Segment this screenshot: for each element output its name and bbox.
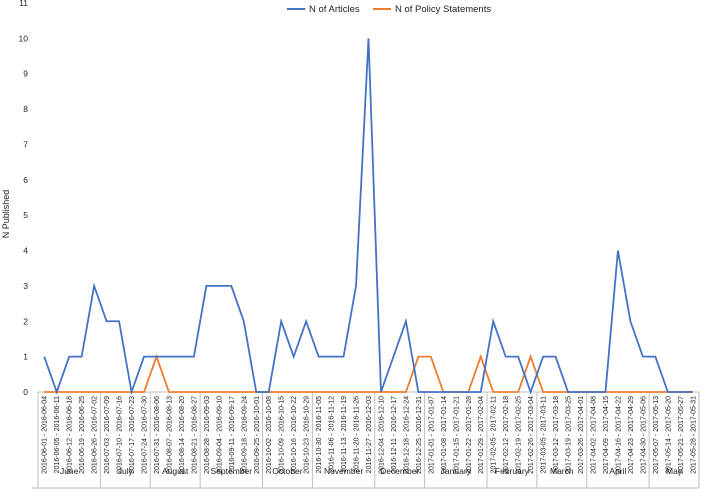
x-tick-label: 2016-10-02 - 2016-10-08 xyxy=(266,396,273,474)
month-label: August xyxy=(162,466,189,476)
x-tick-label: 2017-01-08 - 2017-01-14 xyxy=(441,396,448,474)
x-tick-label: 2016-12-25 - 2016-12-31 xyxy=(416,396,423,474)
x-tick-label: 2016-12-18 - 2016-12-24 xyxy=(403,396,410,474)
x-tick-label: 2016-11-27 - 2016-12-03 xyxy=(366,396,373,473)
y-tick-label: 7 xyxy=(23,139,28,149)
x-tick-label: 2016-09-18 - 2016-09-24 xyxy=(241,396,248,474)
x-tick-label: 2017-05-21 - 2017-05-27 xyxy=(678,396,685,474)
month-label: October xyxy=(272,466,302,476)
x-tick-label: 2016-07-24 - 2016-07-30 xyxy=(142,396,149,474)
x-tick-label: 2017-04-30 - 2017-05-06 xyxy=(640,396,647,474)
x-tick-label: 2016-11-06 - 2016-11-12 xyxy=(329,396,336,473)
x-tick-label: 2016-12-04 - 2016-12-10 xyxy=(378,396,385,474)
y-tick-label: 4 xyxy=(23,246,28,256)
month-label: May xyxy=(666,466,683,476)
x-tick-label: 2017-05-07 - 2017-05-13 xyxy=(653,396,660,474)
x-tick-label: 2017-04-09 - 2017-04-15 xyxy=(603,396,610,474)
y-tick-label: 8 xyxy=(23,104,28,114)
series-line-articles xyxy=(43,38,693,396)
y-tick-label: 0 xyxy=(23,387,28,397)
legend: N of Articles N of Policy Statements xyxy=(287,4,491,15)
y-tick-label: 5 xyxy=(23,210,28,220)
x-tick-label: 2017-02-26 - 2017-03-04 xyxy=(528,396,535,474)
month-label: July xyxy=(118,466,134,476)
x-tick-label: 2017-02-05 - 2017-02-11 xyxy=(491,396,498,473)
month-label: June xyxy=(60,466,79,476)
x-tick-label: 2017-02-19 - 2017-02-25 xyxy=(516,396,523,474)
x-tick-label: 2017-01-01 - 2017-01-07 xyxy=(428,396,435,474)
y-axis-label: N Published xyxy=(1,190,11,239)
x-tick-label: 2017-04-23 - 2017-04-29 xyxy=(628,396,635,474)
x-tick-label: 2016-09-11 - 2016-09-17 xyxy=(229,396,236,473)
x-tick-label: 2016-08-14 - 2016-08-20 xyxy=(179,396,186,474)
x-tick-label: 2017-05-28 - 2017-05-31 xyxy=(690,396,697,474)
x-tick-label: 2016-08-21 - 2016-08-27 xyxy=(191,396,198,474)
x-tick-label: 2016-06-12 - 2016-06-18 xyxy=(67,396,74,474)
x-tick-label: 2017-04-02 - 2017-04-08 xyxy=(590,396,597,474)
x-tick-label: 2016-10-16 - 2016-10-22 xyxy=(291,396,298,474)
y-tick-label: 9 xyxy=(23,69,28,79)
x-tick-label: 2017-02-12 - 2017-02-18 xyxy=(503,396,510,474)
x-tick-label: 2016-10-30 - 2016-11-05 xyxy=(316,396,323,473)
x-tick-label: 2016-12-11 - 2016-12-17 xyxy=(391,396,398,473)
x-tick-label: 2016-07-31 - 2016-08-06 xyxy=(154,396,161,474)
x-tick-label: 2016-09-25 - 2016-10-01 xyxy=(254,396,261,474)
x-tick-label: 2016-06-05 - 2016-06-11 xyxy=(54,396,61,473)
x-tick-label: 2016-06-26 - 2016-07-02 xyxy=(92,396,99,474)
x-tick-label: 2016-06-01 - 2016-06-04 xyxy=(42,396,49,474)
x-tick-label: 2016-11-13 - 2016-11-19 xyxy=(341,396,348,473)
x-tick-label: 2017-04-16 - 2017-04-22 xyxy=(615,396,622,474)
series-lines xyxy=(43,38,693,396)
x-tick-label: 2017-01-22 - 2017-01-28 xyxy=(466,396,473,474)
y-tick-label: 2 xyxy=(23,316,28,326)
month-label: September xyxy=(211,466,253,476)
x-tick-label: 2016-09-04 - 2016-09-10 xyxy=(216,396,223,474)
x-tick-label: 2016-10-23 - 2016-10-29 xyxy=(304,396,311,474)
y-tick-label: 3 xyxy=(23,281,28,291)
x-tick-label: 2017-05-14 - 2017-05-20 xyxy=(665,396,672,474)
month-label: April xyxy=(609,466,626,476)
month-label: December xyxy=(380,466,419,476)
y-tick-label: 10 xyxy=(19,33,29,43)
x-tick-label: 2017-03-26 - 2017-04-01 xyxy=(578,396,585,474)
month-label: November xyxy=(324,466,363,476)
x-axis-tick-labels: 2016-06-01 - 2016-06-04 2016-06-05 - 2016… xyxy=(42,396,698,474)
x-tick-label: 2016-11-20 - 2016-11-26 xyxy=(354,396,361,473)
y-tick-label: 11 xyxy=(19,0,28,8)
x-tick-label: 2016-08-28 - 2016-09-03 xyxy=(204,396,211,474)
x-tick-label: 2016-07-17 - 2016-07-23 xyxy=(129,396,136,474)
x-tick-label: 2017-01-15 - 2017-01-21 xyxy=(453,396,460,474)
x-tick-label: 2016-06-19 - 2016-06-25 xyxy=(79,396,86,474)
x-tick-label: 2016-07-03 - 2016-07-09 xyxy=(104,396,111,474)
x-tick-label: 2017-03-19 - 2017-03-25 xyxy=(566,396,573,474)
x-tick-label: 2016-08-07 - 2016-08-13 xyxy=(166,396,173,474)
legend-label-articles: N of Articles xyxy=(309,4,360,15)
y-tick-label: 6 xyxy=(23,175,28,185)
month-label: January xyxy=(441,466,472,476)
legend-label-policy: N of Policy Statements xyxy=(395,4,491,15)
y-tick-label: 1 xyxy=(23,352,28,362)
month-label: March xyxy=(550,466,574,476)
month-label: February xyxy=(495,466,530,476)
y-axis-ticks: 0 1 2 3 4 5 6 7 8 9 10 11 xyxy=(19,0,29,397)
x-tick-label: 2017-01-29 - 2017-02-04 xyxy=(478,396,485,474)
x-tick-label: 2016-07-10 - 2016-07-16 xyxy=(117,396,124,474)
month-groups: June July August September October November De… xyxy=(60,466,683,476)
x-tick-label: 2017-03-05 - 2017-03-11 xyxy=(541,396,548,473)
x-tick-label: 2017-03-12 - 2017-03-18 xyxy=(553,396,560,474)
x-tick-label: 2016-10-09 - 2016-10-15 xyxy=(279,396,286,474)
